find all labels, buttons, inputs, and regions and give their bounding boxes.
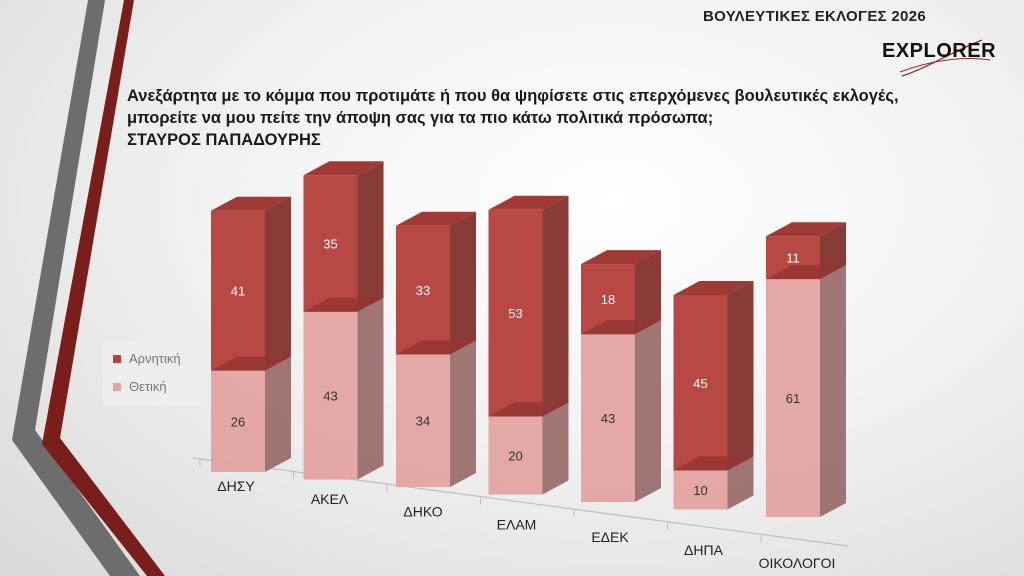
data-label-negative: 41 (231, 284, 245, 299)
bar-side-negative (542, 195, 569, 417)
logo-text: EXPLORER (882, 40, 997, 62)
chart-legend: Αρνητική Θετική (103, 341, 206, 405)
data-label-negative: 18 (601, 292, 615, 307)
bar-segment-divider (488, 402, 569, 417)
data-label-positive: 34 (416, 414, 430, 429)
category-label: ΕΛΑΜ (497, 516, 537, 532)
explorer-logo: EXPLORER (882, 38, 997, 82)
bar-side-negative (635, 250, 661, 335)
data-label-negative: 11 (786, 251, 800, 266)
data-label-negative: 45 (693, 376, 707, 391)
legend-swatch-positive (113, 382, 121, 391)
bar-segment-positive (673, 470, 728, 510)
bar-side-negative (265, 196, 291, 371)
bar-top-face (303, 161, 384, 176)
question-line-1: Ανεξάρτητα με το κόμμα που προτιμάτε ή π… (127, 87, 899, 105)
bar-segment-positive (396, 354, 450, 487)
category-label: ΔΗΚΟ (403, 504, 442, 520)
category-label: ΟΙΚΟΛΟΓΟΙ (759, 555, 836, 571)
data-label-negative: 53 (508, 306, 522, 321)
data-label-positive: 20 (508, 449, 522, 464)
data-label-negative: 35 (323, 237, 337, 252)
bar-segment-divider (303, 297, 384, 312)
bar-side-positive (450, 340, 476, 487)
legend-label-negative: Αρνητική (129, 351, 181, 366)
bar-side-positive (542, 402, 569, 495)
category-label: ΔΗΠΑ (684, 542, 724, 558)
bar-top-face (673, 281, 754, 295)
bar-segment-positive (303, 311, 358, 480)
bar-segment-negative (488, 209, 543, 417)
header-title: ΒΟΥΛΕΥΤΙΚΕΣ ΕΚΛΟΓΕΣ 2026 (703, 8, 926, 25)
question-text: Ανεξάρτητα με το κόμμα που προτιμάτε ή π… (127, 85, 1007, 151)
x-axis-line (192, 457, 849, 547)
bar-side-positive (357, 297, 384, 480)
bar-side-negative (357, 161, 384, 312)
bar-side-positive (265, 356, 291, 472)
data-label-positive: 61 (786, 391, 800, 406)
logo-swoosh-icon (899, 39, 991, 77)
bar-side-positive (635, 320, 661, 502)
bar-top-face (581, 250, 661, 265)
data-label-positive: 43 (323, 389, 337, 404)
bar-segment-positive (766, 279, 820, 517)
data-label-negative: 33 (416, 283, 430, 298)
data-label-positive: 10 (693, 483, 707, 498)
bar-side-positive (727, 456, 754, 510)
legend-item-negative: Αρνητική (113, 351, 181, 366)
legend-swatch-negative (113, 354, 121, 363)
bar-segment-negative (211, 210, 265, 371)
bar-segment-positive (581, 334, 635, 502)
question-subject: ΣΤΑΥΡΟΣ ΠΑΠΑΔΟΥΡΗΣ (127, 131, 321, 149)
question-line-2: μπορείτε να μου πείτε την άποψη σας για … (127, 109, 714, 127)
bar-segment-divider (673, 456, 754, 471)
bar-segment-divider (211, 356, 291, 371)
bar-segment-divider (581, 320, 661, 335)
bar-segment-divider (396, 340, 476, 355)
bar-segment-negative (303, 175, 358, 312)
bar-side-negative (727, 281, 754, 471)
data-label-positive: 43 (601, 411, 615, 426)
bar-top-face (211, 196, 291, 211)
bar-segment-negative (673, 295, 728, 471)
category-label: ΔΗΣΥ (217, 478, 255, 494)
legend-label-positive: Θετική (129, 379, 167, 394)
bar-segment-negative (396, 225, 450, 355)
bar-segment-positive (488, 416, 543, 495)
bar-top-face (396, 211, 476, 226)
bar-side-negative (450, 211, 476, 355)
bar-side-negative (820, 222, 846, 280)
legend-item-positive: Θετική (113, 379, 167, 394)
category-label: ΑΚΕΛ (311, 491, 349, 507)
category-label: ΕΔΕΚ (591, 529, 629, 545)
bar-top-face (488, 195, 569, 210)
data-label-positive: 26 (231, 414, 245, 429)
bar-side-positive (820, 265, 846, 517)
bar-top-face (766, 222, 846, 237)
bar-segment-positive (211, 370, 265, 472)
bar-segment-divider (766, 265, 846, 280)
